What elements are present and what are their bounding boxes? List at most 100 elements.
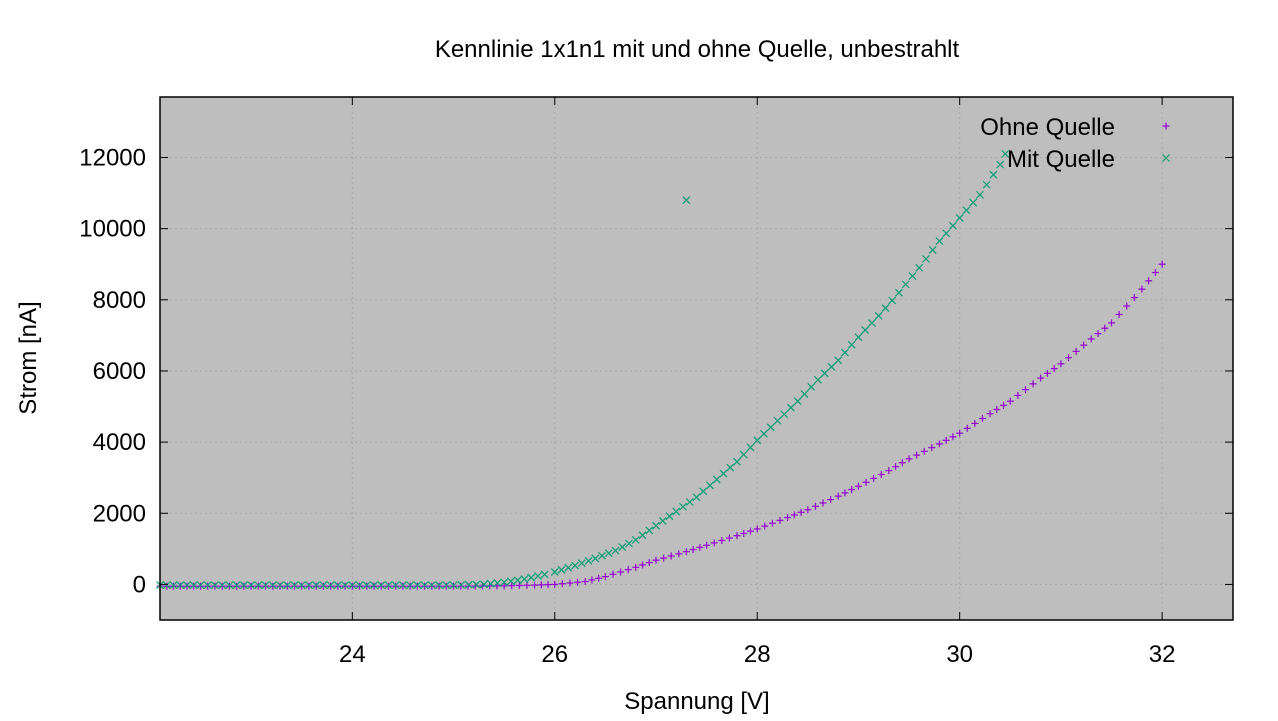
- data-point-mit-quelle: [955, 214, 964, 222]
- data-point-mit-quelle: [480, 580, 488, 589]
- data-point-ohne-quelle: [588, 576, 596, 584]
- data-point-mit-quelle: [268, 581, 277, 590]
- data-point-ohne-quelle: [1087, 335, 1095, 343]
- data-point-ohne-quelle: [689, 546, 697, 554]
- data-point-ohne-quelle: [885, 467, 893, 475]
- data-point-mit-quelle: [384, 581, 393, 590]
- data-point-mit-quelle-outlier: [682, 196, 691, 205]
- data-point-mit-quelle: [739, 450, 748, 459]
- data-point-mit-quelle: [618, 543, 627, 551]
- data-point-mit-quelle: [169, 581, 178, 590]
- data-point-mit-quelle: [239, 581, 248, 590]
- data-point-ohne-quelle: [399, 582, 407, 590]
- data-point-mit-quelle: [733, 457, 741, 466]
- data-point-mit-quelle: [962, 206, 971, 215]
- data-point-ohne-quelle: [421, 582, 429, 590]
- data-point-mit-quelle: [283, 581, 292, 590]
- y-tick-label: 12000: [79, 144, 146, 171]
- data-point-ohne-quelle: [804, 506, 812, 514]
- data-point-ohne-quelle: [877, 470, 885, 478]
- data-point-ohne-quelle: [500, 582, 508, 590]
- data-point-ohne-quelle: [652, 556, 660, 564]
- data-point-ohne-quelle: [435, 582, 443, 590]
- data-point-mit-quelle: [1001, 150, 1010, 158]
- data-point-ohne-quelle: [1029, 380, 1037, 388]
- data-point-mit-quelle: [645, 526, 654, 535]
- legend-marker: [1162, 154, 1170, 162]
- data-point-ohne-quelle: [523, 581, 531, 589]
- data-point-ohne-quelle: [819, 499, 827, 507]
- data-point-mit-quelle: [982, 180, 991, 189]
- data-point-ohne-quelle: [1158, 260, 1166, 268]
- data-points: [156, 150, 1166, 590]
- data-point-mit-quelle: [464, 580, 473, 589]
- data-point-ohne-quelle: [515, 581, 523, 589]
- data-point-ohne-quelle: [211, 582, 219, 590]
- data-point-mit-quelle: [348, 581, 357, 590]
- data-point-mit-quelle: [766, 423, 775, 432]
- data-point-ohne-quelle: [356, 582, 364, 590]
- x-tick-label: 24: [339, 641, 366, 668]
- x-tick-label: 30: [946, 641, 973, 668]
- data-point-ohne-quelle: [753, 525, 761, 533]
- x-tick-label: 26: [541, 641, 568, 668]
- data-point-mit-quelle: [196, 581, 205, 590]
- data-point-mit-quelle: [652, 521, 660, 530]
- data-point-ohne-quelle: [733, 532, 741, 540]
- data-point-ohne-quelle: [784, 514, 792, 522]
- data-point-ohne-quelle: [225, 582, 233, 590]
- data-point-mit-quelle: [183, 581, 191, 590]
- data-point-ohne-quelle: [566, 579, 574, 587]
- data-point-mit-quelle: [969, 198, 978, 207]
- data-point-ohne-quelle: [392, 582, 400, 590]
- data-point-ohne-quelle: [413, 582, 421, 590]
- data-point-mit-quelle: [427, 581, 436, 590]
- data-point-mit-quelle: [598, 551, 606, 560]
- data-point-ohne-quelle: [305, 582, 313, 590]
- data-point-ohne-quelle: [327, 582, 335, 590]
- data-point-ohne-quelle: [827, 496, 835, 504]
- y-tick-label: 10000: [79, 216, 146, 243]
- data-point-ohne-quelle: [1145, 277, 1153, 285]
- data-point-mit-quelle: [699, 487, 708, 496]
- data-point-mit-quelle: [377, 581, 386, 590]
- data-point-mit-quelle: [706, 481, 714, 490]
- data-point-mit-quelle: [908, 272, 917, 281]
- data-point-ohne-quelle: [262, 582, 270, 590]
- data-point-mit-quelle: [550, 568, 559, 576]
- data-point-ohne-quelle: [898, 459, 906, 467]
- data-point-mit-quelle: [679, 502, 687, 511]
- data-point-mit-quelle: [996, 160, 1005, 169]
- data-point-mit-quelle: [276, 581, 284, 590]
- data-point-ohne-quelle: [710, 539, 718, 547]
- data-point-ohne-quelle: [834, 492, 842, 500]
- data-point-mit-quelle: [571, 561, 579, 570]
- data-point-ohne-quelle: [935, 440, 943, 448]
- data-point-mit-quelle: [591, 554, 600, 563]
- data-point-ohne-quelle: [377, 582, 385, 590]
- data-point-ohne-quelle: [601, 573, 609, 581]
- data-point-mit-quelle: [854, 333, 863, 342]
- data-point-mit-quelle: [989, 170, 998, 179]
- legend-marker-mit-quelle: [1162, 154, 1170, 162]
- data-point-mit-quelle: [506, 577, 515, 586]
- data-point-ohne-quelle: [1130, 294, 1138, 302]
- data-point-mit-quelle: [457, 581, 466, 589]
- data-point-ohne-quelle: [920, 447, 928, 455]
- legend-label-ohne-quelle: Ohne Quelle: [980, 114, 1115, 141]
- data-point-ohne-quelle: [406, 582, 414, 590]
- data-point-ohne-quelle: [617, 568, 625, 576]
- data-point-ohne-quelle: [269, 582, 277, 590]
- data-point-mit-quelle: [928, 246, 937, 254]
- data-point-mit-quelle: [760, 429, 768, 438]
- data-point-mit-quelle: [604, 549, 613, 558]
- data-point-mit-quelle: [261, 581, 270, 590]
- data-point-ohne-quelle: [761, 522, 769, 530]
- data-point-ohne-quelle: [870, 474, 878, 482]
- chart-title: Kennlinie 1x1n1 mit und ohne Quelle, unb…: [435, 36, 960, 63]
- data-point-mit-quelle: [564, 563, 573, 572]
- data-point-ohne-quelle: [196, 582, 204, 590]
- data-point-mit-quelle: [942, 229, 951, 238]
- data-point-ohne-quelle: [581, 578, 589, 586]
